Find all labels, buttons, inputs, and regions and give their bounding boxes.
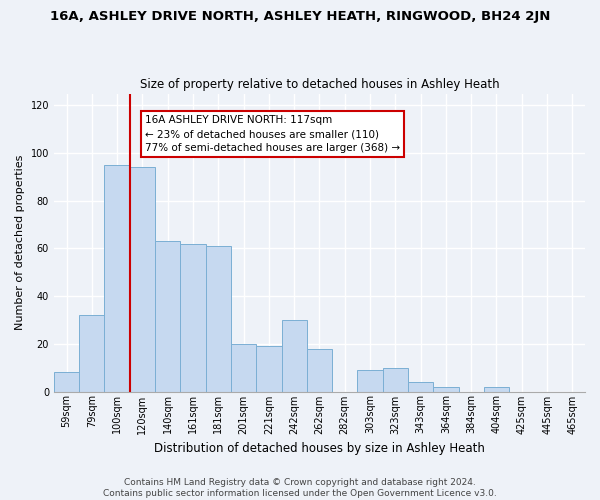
Y-axis label: Number of detached properties: Number of detached properties bbox=[15, 155, 25, 330]
Bar bbox=[130, 168, 155, 392]
Text: 16A, ASHLEY DRIVE NORTH, ASHLEY HEATH, RINGWOOD, BH24 2JN: 16A, ASHLEY DRIVE NORTH, ASHLEY HEATH, R… bbox=[50, 10, 550, 23]
Bar bbox=[383, 368, 408, 392]
Bar bbox=[79, 315, 104, 392]
Text: Contains HM Land Registry data © Crown copyright and database right 2024.
Contai: Contains HM Land Registry data © Crown c… bbox=[103, 478, 497, 498]
Bar bbox=[433, 386, 458, 392]
Bar bbox=[408, 382, 433, 392]
Bar bbox=[307, 348, 332, 392]
Text: 16A ASHLEY DRIVE NORTH: 117sqm
← 23% of detached houses are smaller (110)
77% of: 16A ASHLEY DRIVE NORTH: 117sqm ← 23% of … bbox=[145, 115, 400, 153]
Bar bbox=[484, 386, 509, 392]
Bar bbox=[358, 370, 383, 392]
Bar bbox=[281, 320, 307, 392]
Bar bbox=[104, 165, 130, 392]
Title: Size of property relative to detached houses in Ashley Heath: Size of property relative to detached ho… bbox=[140, 78, 499, 91]
Bar bbox=[256, 346, 281, 392]
X-axis label: Distribution of detached houses by size in Ashley Heath: Distribution of detached houses by size … bbox=[154, 442, 485, 455]
Bar bbox=[181, 244, 206, 392]
Bar bbox=[206, 246, 231, 392]
Bar bbox=[231, 344, 256, 392]
Bar bbox=[54, 372, 79, 392]
Bar bbox=[155, 242, 181, 392]
